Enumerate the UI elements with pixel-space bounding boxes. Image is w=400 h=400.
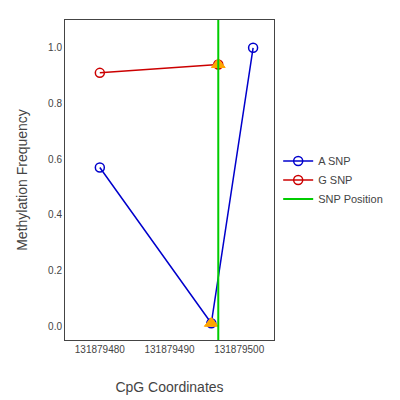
svg-text:A SNP: A SNP <box>318 155 350 167</box>
svg-text:SNP Position: SNP Position <box>318 193 383 205</box>
svg-text:0.0: 0.0 <box>48 321 62 332</box>
svg-text:131879490: 131879490 <box>144 344 194 355</box>
svg-text:1.0: 1.0 <box>48 42 62 53</box>
svg-text:0.2: 0.2 <box>48 265 62 276</box>
svg-text:G SNP: G SNP <box>318 174 352 186</box>
svg-text:0.4: 0.4 <box>48 209 62 220</box>
svg-text:131879480: 131879480 <box>75 344 125 355</box>
svg-text:0.6: 0.6 <box>48 154 62 165</box>
svg-text:Methylation Frequency: Methylation Frequency <box>14 109 30 251</box>
svg-text:CpG Coordinates: CpG Coordinates <box>115 379 223 395</box>
svg-text:0.8: 0.8 <box>48 98 62 109</box>
svg-text:131879500: 131879500 <box>214 344 264 355</box>
